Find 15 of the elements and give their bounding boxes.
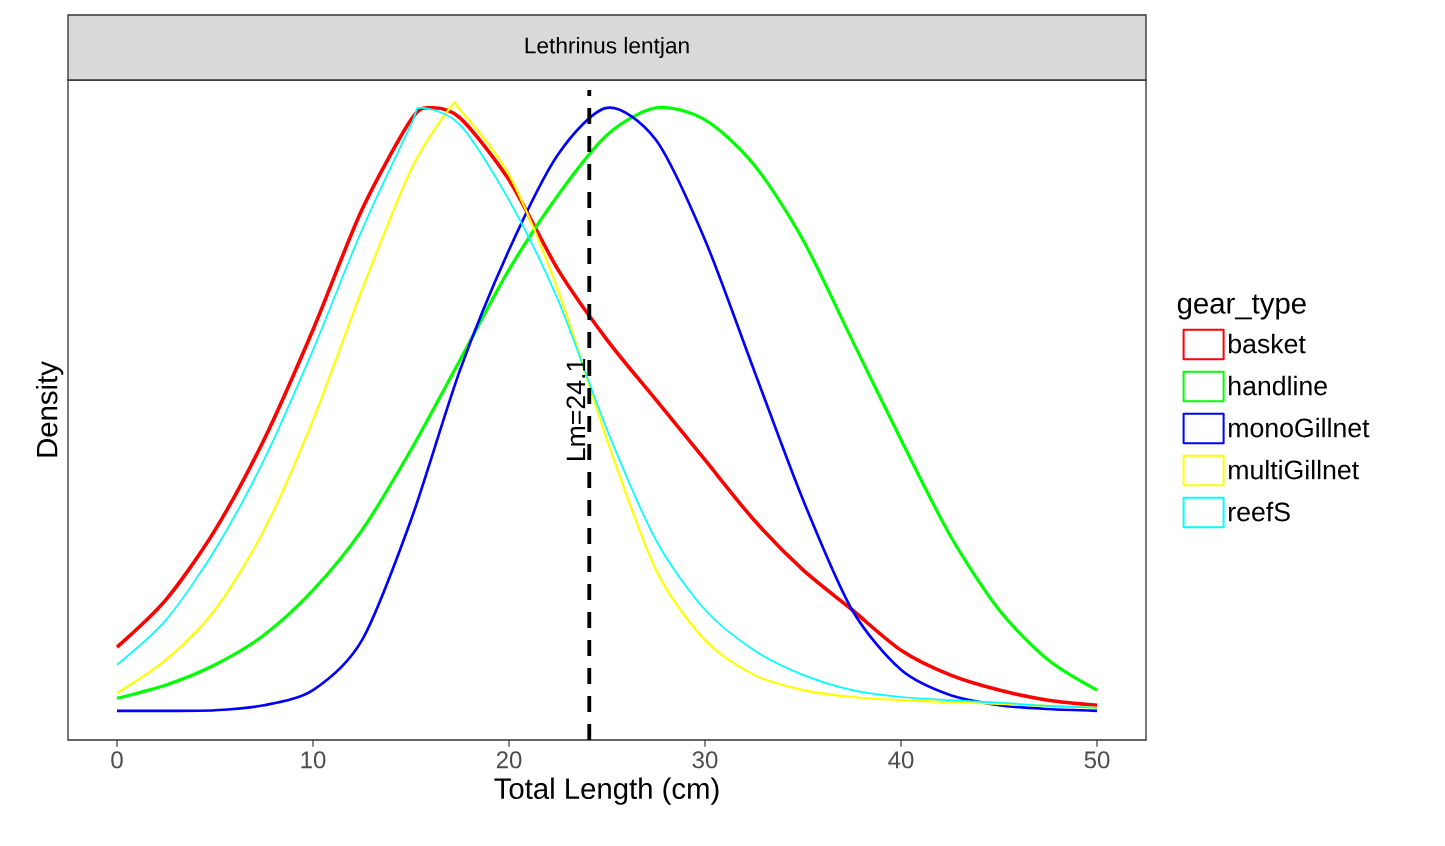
legend-label: monoGillnet <box>1229 417 1370 438</box>
legend-label: multiGillnet <box>1229 459 1359 480</box>
legend-label: reefS <box>1229 501 1290 522</box>
x-tick-label: 0 <box>111 751 123 769</box>
legend-label: handline <box>1229 375 1327 396</box>
chart-title: Lethrinus lentjan <box>525 36 689 59</box>
x-tick-label: 30 <box>692 751 718 769</box>
x-axis-title: Total Length (cm) <box>494 777 719 805</box>
y-axis-title: Density <box>35 361 64 457</box>
x-tick-label: 50 <box>1084 751 1110 769</box>
x-tick-label: 40 <box>888 751 914 769</box>
legend-label: basket <box>1228 333 1306 354</box>
x-tick-label: 20 <box>496 751 522 769</box>
x-tick-label: 10 <box>301 751 326 769</box>
legend-title: gear_type <box>1177 294 1306 320</box>
